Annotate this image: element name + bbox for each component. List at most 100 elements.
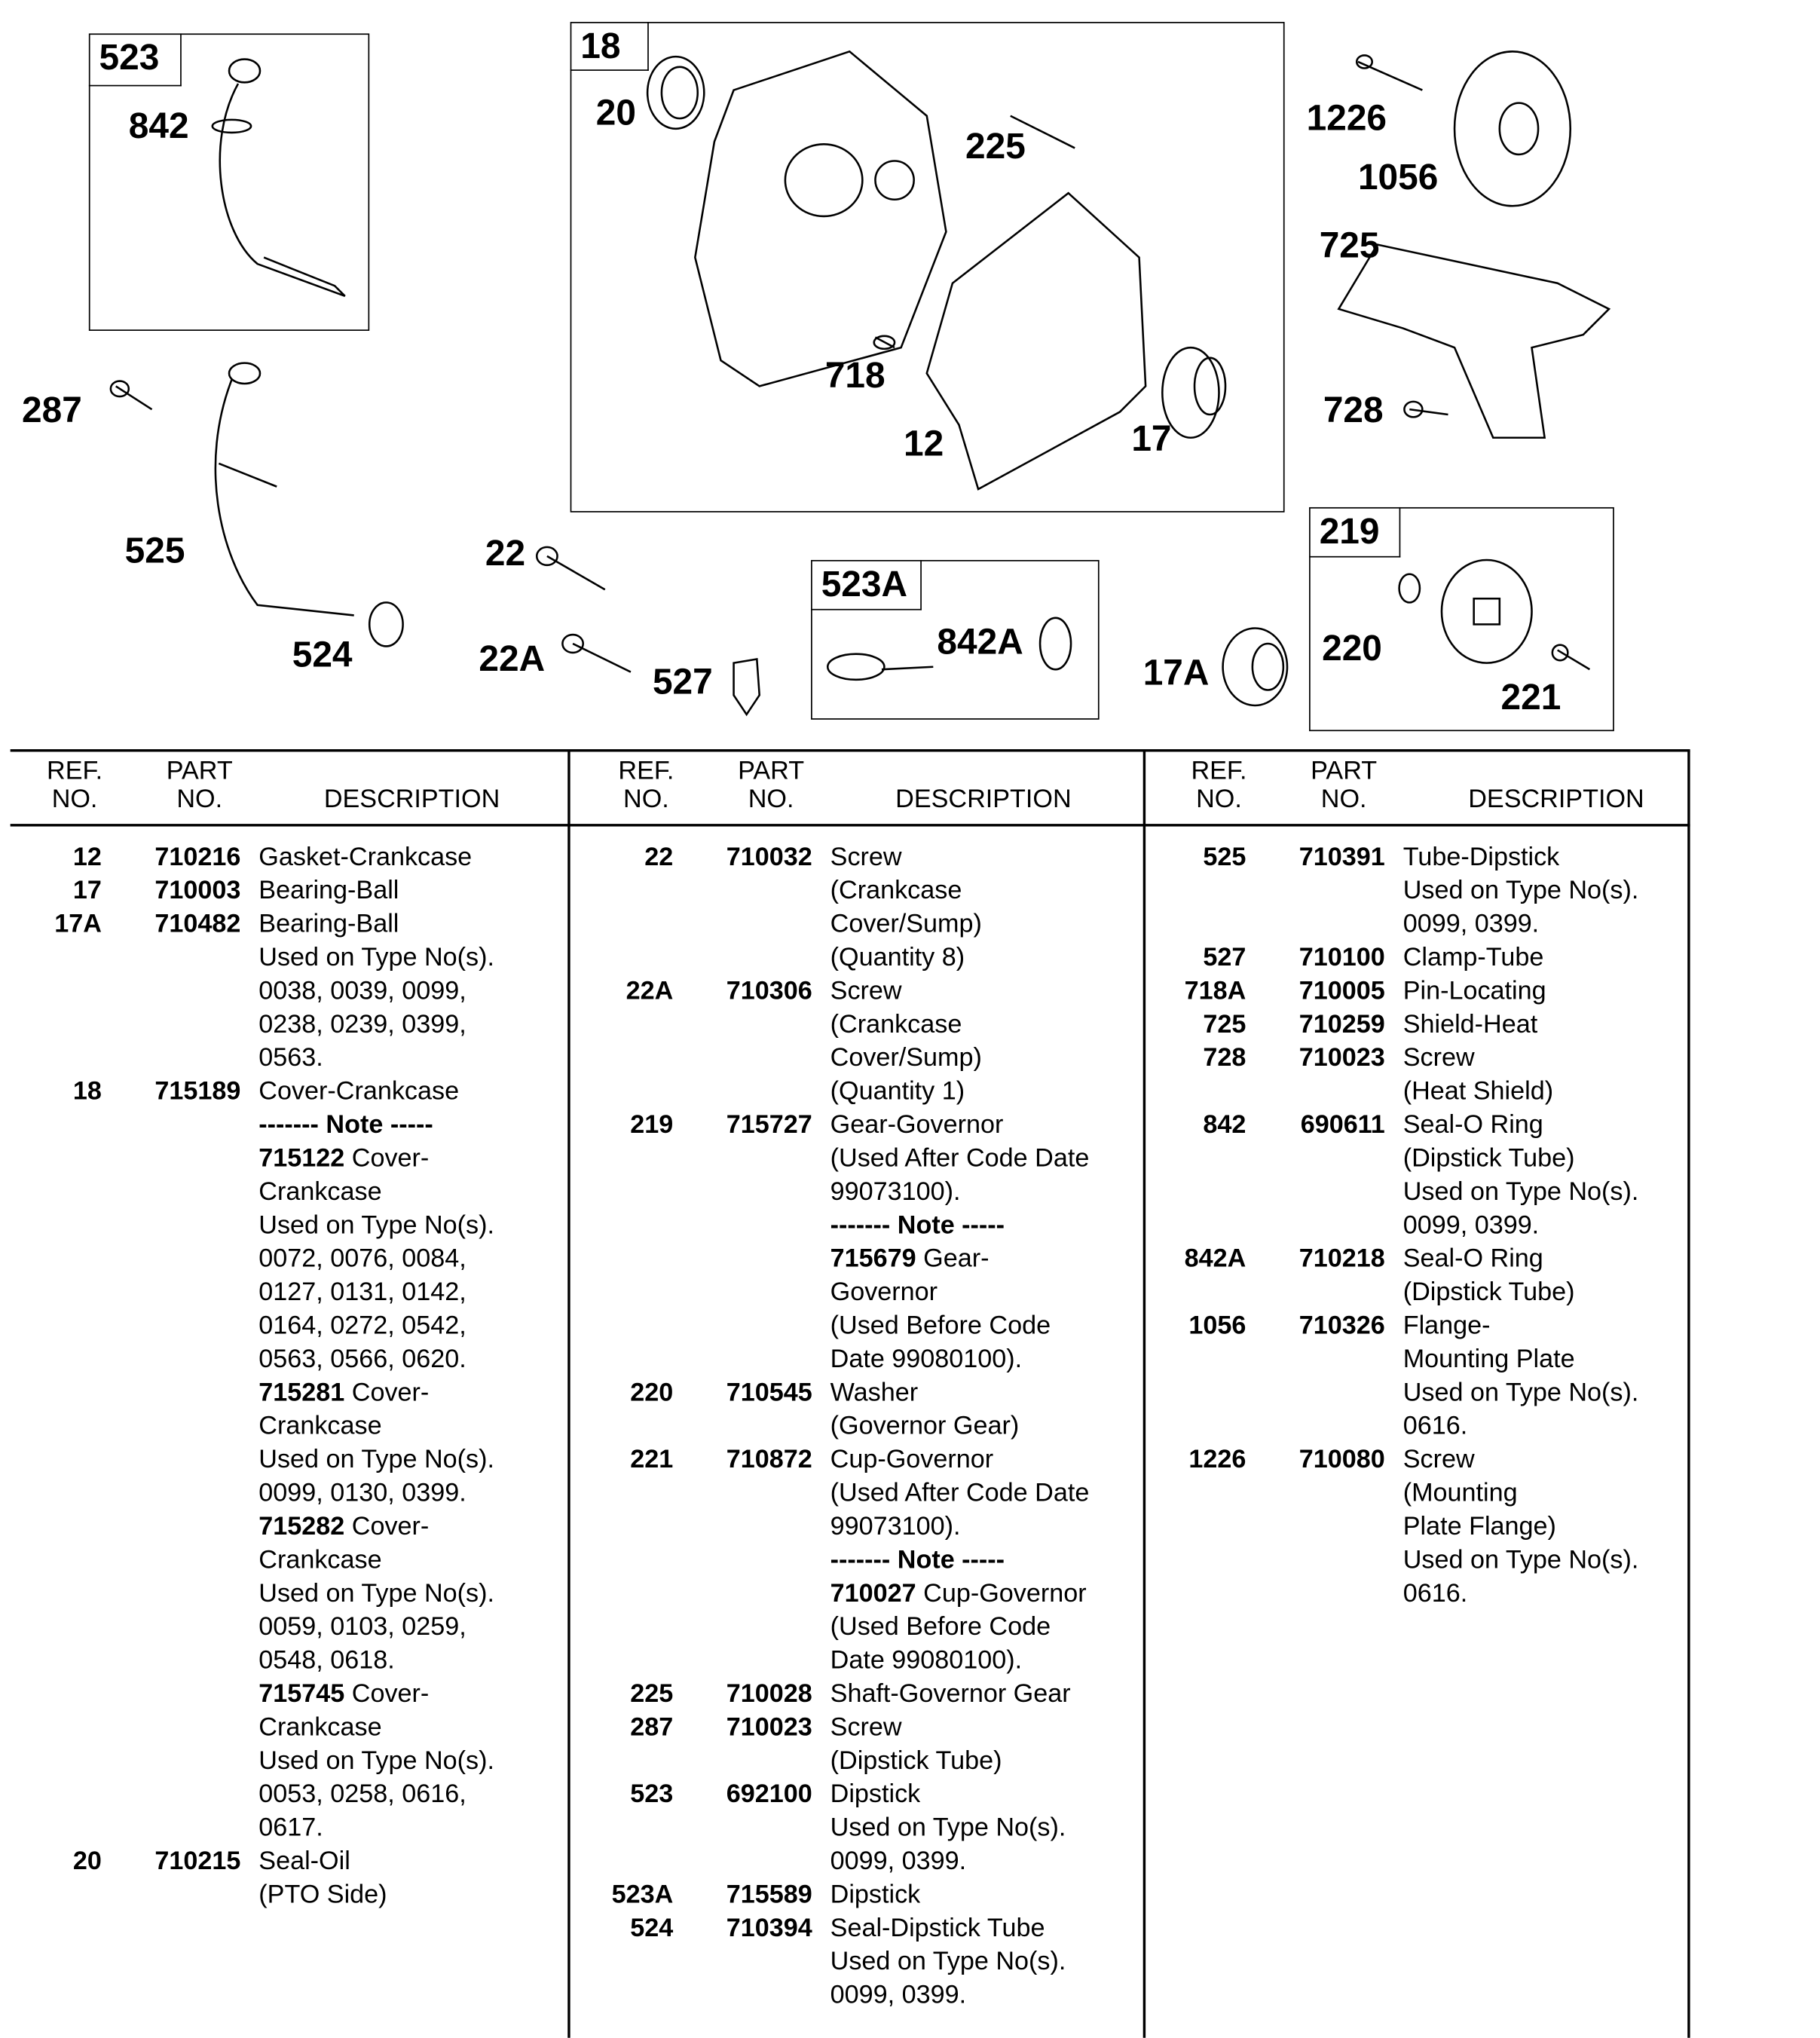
ref-number: 842A [1184,1244,1246,1274]
note-bold-text: ------- Note ----- [830,1211,1005,1240]
description-line: 0238, 0239, 0399, [258,1010,466,1039]
oil-seal-20-drawing [646,55,705,130]
ref-number: 221 [630,1446,674,1474]
description-line: 0099, 0399. [830,1847,967,1876]
description-line: Used on Type No(s). [1402,1546,1639,1574]
description-line: (Used Before Code [830,1613,1051,1642]
ref-no-header-text: NO. [623,785,669,814]
description: Seal-Oil (PTO Side) [258,1845,494,1912]
description: Tube-Dipstick Used on Type No(s). 0099, 03… [1403,840,1639,941]
column-divider [567,750,570,2038]
note-bold-text: 710027 [830,1579,916,1608]
screw-22-drawing [535,546,606,591]
part-number: 710100 [1298,943,1385,972]
description-line: 0616. [1402,1412,1468,1441]
ref-number: 725 [1203,1010,1246,1039]
description-line: (Mounting [1402,1479,1518,1508]
ref-label-225: 225 [965,126,1026,167]
description: Seal-Dipstick Tube Used on Type No(s). 009… [830,1911,1090,2012]
description-line: Gear-Governor [830,1111,1004,1140]
description-line: Shaft-Governor Gear [830,1679,1071,1709]
part-number: 710023 [1298,1044,1385,1073]
description-line: Date 99080100). [830,1646,1023,1675]
ref-label-525: 525 [124,530,185,571]
description-line: Used on Type No(s). [258,1579,494,1608]
description-line: 715281 Cover- [258,1376,494,1409]
description-line: Tube-Dipstick [1402,843,1560,872]
part-number: 690611 [1300,1111,1385,1140]
description: Gasket-Crankcase [258,840,494,874]
part-number: 710080 [1298,1446,1385,1474]
ref-label-287: 287 [22,390,82,430]
ref-number: 525 [1203,843,1246,872]
bearing-17-drawing [1161,346,1227,439]
description-line: Crankcase [258,1412,382,1441]
description-line: (Heat Shield) [1402,1077,1554,1106]
description-line: Screw [830,1713,902,1742]
column-divider [1687,750,1690,2038]
description-line: Governor [830,1278,938,1307]
part-number: 710032 [726,843,812,872]
description-header: DESCRIPTION [855,757,1112,814]
ref-no-header: REF. NO. [1180,757,1257,813]
description-line: Used on Type No(s). [1402,1177,1639,1207]
note-text: Cover- [344,1379,430,1407]
ref-label-842A: 842A [937,621,1023,662]
description-line: (Dipstick Tube) [830,1746,1002,1776]
dipstick-523-drawing [211,58,346,298]
ref-label-524: 524 [292,635,353,675]
description-line: (Quantity 1) [830,1077,965,1106]
ref-label-17A: 17A [1142,652,1210,693]
description-line: Crankcase [258,1713,382,1742]
description-header-text: DESCRIPTION [895,785,1072,814]
dipstick-kit-box [88,33,370,331]
parts-row: 220 710545 Washer (Governor Gear) [571,1376,1089,1443]
cup-221-drawing [1551,644,1591,671]
note-bold-text: 715122 [258,1144,345,1173]
parts-row: 17A 710482 Bearing-Ball Used on Type No(s).… [0,907,494,1075]
description-line: Washer [830,1379,919,1407]
part-number: 710306 [726,977,812,1005]
part-no-header: PART NO. [154,757,245,813]
ref-label-220: 220 [1322,628,1382,669]
table-header-rule [10,824,1690,827]
description-line: (Crankcase [830,877,962,905]
description-line: Cover/Sump) [830,910,982,939]
ref-label-1226: 1226 [1306,97,1387,138]
part-number: 710028 [726,1679,812,1709]
ref-number: 718A [1184,977,1246,1005]
part-no-header: PART NO. [1298,757,1389,813]
note-bold-text: 715745 [258,1679,345,1709]
note-bold-text: 715282 [258,1512,345,1541]
ref-number: 17 [72,877,102,905]
parts-row: 725 710259 Shield-Heat [1144,1008,1638,1041]
description-line: 715282 Cover- [258,1510,494,1543]
crankcase-cover-drawing [694,50,947,387]
parts-row: 22A 710306 Screw (Crankcase Cover/Sump) (Quan… [571,975,1089,1109]
parts-row: 219 715727 Gear-Governor (Used After Code D… [571,1109,1089,1376]
screw-22A-drawing [561,633,632,673]
description-line: Used on Type No(s). [830,1813,1066,1843]
description-line: 0548, 0618. [258,1646,395,1675]
description-line: Screw [830,843,902,872]
description-line: 715122 Cover- [258,1142,494,1175]
exploded-parts-illustration [109,50,1611,717]
parts-row: 18 715189 Cover-Crankcase ------- Note ----… [0,1075,494,1844]
part-number: 710391 [1298,843,1385,872]
description-line: Cup-Governor [830,1446,994,1474]
ref-label-718: 718 [824,355,886,396]
description-line: (Used After Code Date [830,1479,1090,1508]
description-line: 0127, 0131, 0142, [258,1278,466,1307]
description-line: 0099, 0399. [830,1981,967,2010]
description-line: 0072, 0076, 0084, [258,1244,466,1274]
ref-number: 22 [644,843,674,872]
ref-label-523: 523 [88,33,182,87]
description: Bearing-Ball [258,874,494,907]
governor-gear-box [1309,506,1614,732]
ref-label-18: 18 [570,22,649,71]
description: Cover-Crankcase ------- Note ----- 715122 … [258,1075,494,1844]
description-line: Clamp-Tube [1402,943,1544,972]
part-number: 710005 [1298,977,1385,1005]
part-no-header-text: NO. [176,785,223,814]
ref-number: 523 [630,1780,674,1809]
